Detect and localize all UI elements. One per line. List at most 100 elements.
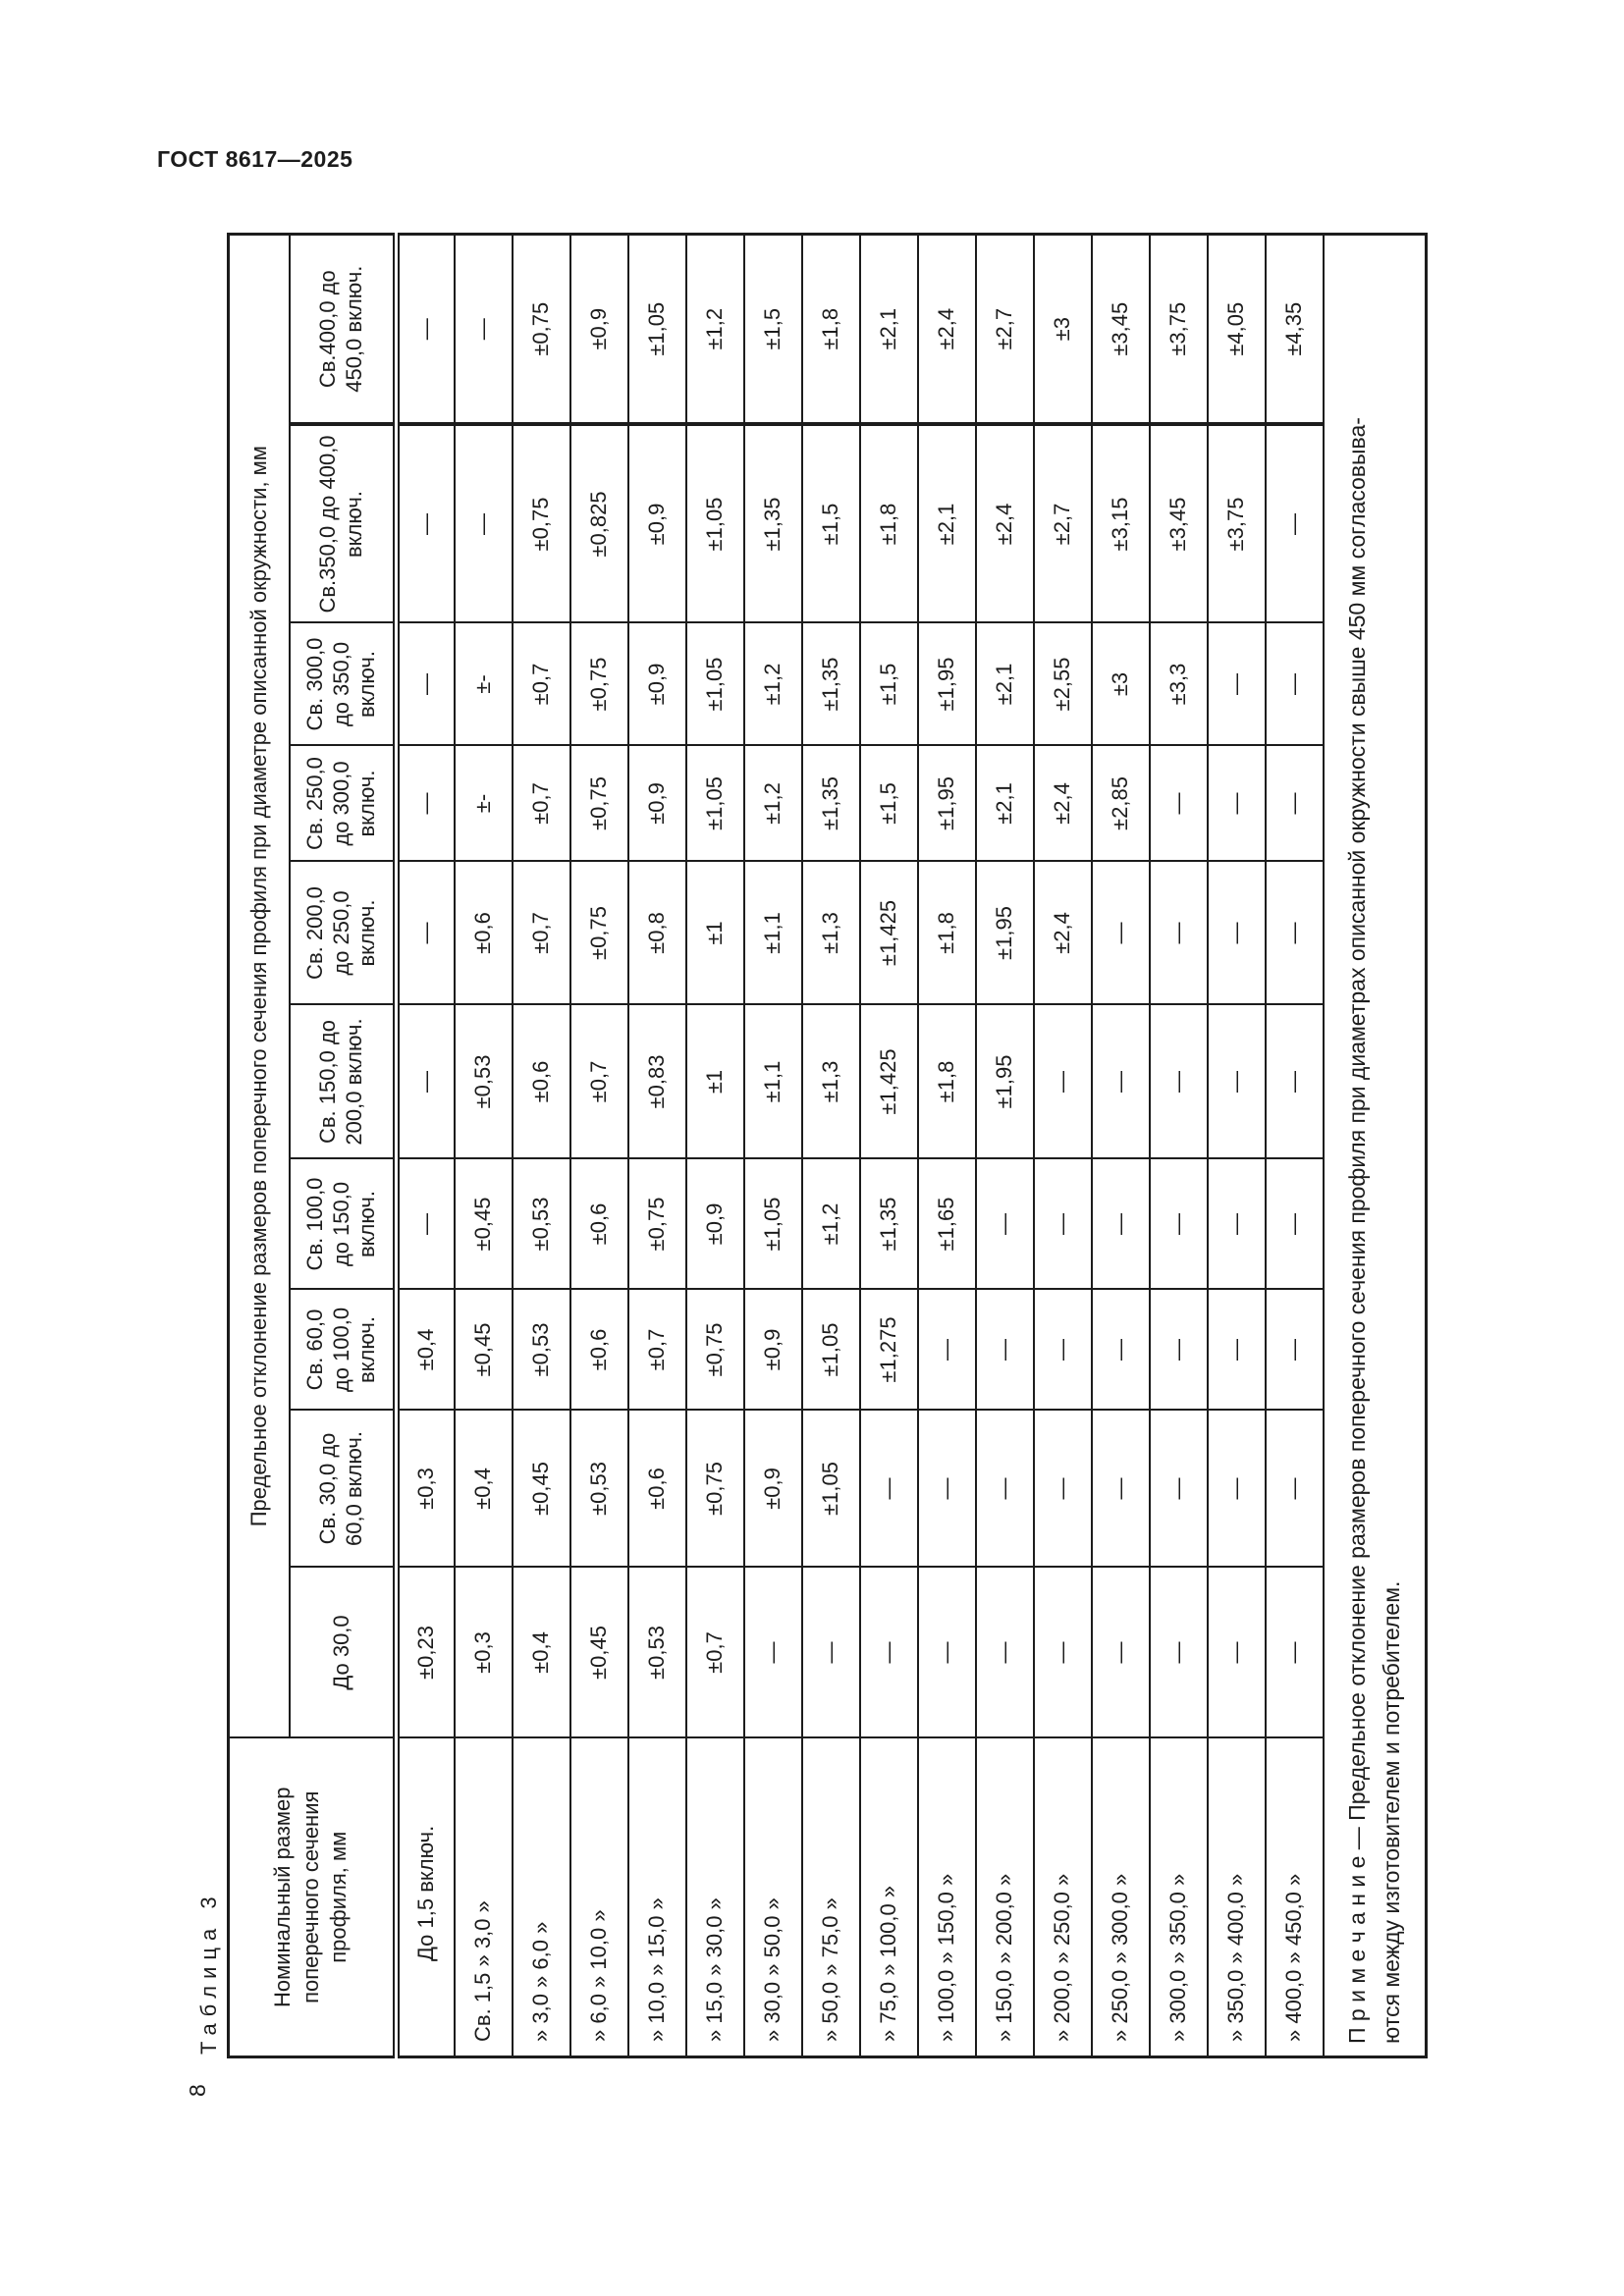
- tolerance-cell: —: [1033, 1004, 1092, 1159]
- tolerance-cell: —: [1091, 1567, 1150, 1738]
- tolerance-cell: —: [1033, 1289, 1092, 1411]
- tolerance-cell: ±0,7: [512, 861, 570, 1005]
- tolerance-cell: ±1,35: [801, 745, 860, 862]
- tolerance-cell: —: [454, 424, 513, 623]
- tolerance-cell: ±0,7: [627, 1289, 686, 1411]
- tolerance-cell: —: [975, 1158, 1034, 1290]
- tolerance-cell: ±1,2: [743, 745, 802, 862]
- tolerance-cell: ±1,65: [917, 1158, 976, 1290]
- table-row: Св. 1,5 » 3,0 » ±0,3 ±0,4 ±0,45 ±0,45 ±0,53 ±0…: [454, 234, 513, 2057]
- tolerance-cell: ±0,6: [454, 861, 513, 1005]
- table-row: » 6,0 » 10,0 » ±0,45 ±0,53 ±0,6 ±0,6 ±0,7 ±0,7…: [569, 234, 628, 2057]
- corner-header-cell: Номинальный размер поперечного сечения п…: [228, 1737, 397, 2057]
- tolerance-cell: ±1,275: [859, 1289, 918, 1411]
- tolerance-cell: —: [1265, 1567, 1324, 1738]
- tolerance-cell: —: [1033, 1410, 1092, 1568]
- row-label: » 200,0 » 250,0 »: [1033, 1737, 1092, 2057]
- tolerance-cell: ±0,8: [627, 861, 686, 1005]
- col-header-30-60: Св. 30,0 до 60,0 включ.: [290, 1410, 397, 1568]
- span-header-cell: Предельное отклонение размеров поперечно…: [228, 234, 290, 1738]
- tolerance-cell: —: [1265, 1004, 1324, 1159]
- tolerance-cell: —: [917, 1567, 976, 1738]
- tolerance-cell: ±1,5: [743, 234, 802, 425]
- tolerance-cell: ±0,45: [512, 1410, 570, 1568]
- tolerance-cell: —: [1033, 1158, 1092, 1290]
- tolerance-cell: ±2,85: [1091, 745, 1150, 862]
- tolerance-cell: ±1,5: [859, 622, 918, 746]
- tolerance-cell: ±0,9: [743, 1289, 802, 1411]
- table-header-row-1: Номинальный размер поперечного сечения п…: [228, 234, 397, 2057]
- tolerance-cell: ±0,6: [512, 1004, 570, 1159]
- tolerance-cell: ±2,4: [1033, 745, 1092, 862]
- tolerance-cell: ±0,45: [454, 1289, 513, 1411]
- tolerance-cell: ±0,75: [569, 745, 628, 862]
- col-header-60-100: Св. 60,0 до 100,0 включ.: [290, 1289, 397, 1411]
- tolerance-cell: —: [396, 861, 455, 1005]
- row-label: » 3,0 » 6,0 »: [512, 1737, 570, 2057]
- rotated-table-area: Таблица 3 Номинальный размер поперечного…: [196, 232, 1428, 2058]
- tolerance-cell: ±1,2: [685, 234, 744, 425]
- standard-number: ГОСТ 8617—2025: [157, 146, 353, 172]
- table-row: » 200,0 » 250,0 » — — — — — ±2,4 ±2,4 ±2,55 ±2,7 ±…: [1033, 234, 1092, 2057]
- tolerance-cell: ±0,75: [685, 1410, 744, 1568]
- tolerance-cell: ±0,6: [569, 1158, 628, 1290]
- tolerance-cell: ±0,3: [396, 1410, 455, 1568]
- tolerance-cell: ±1,425: [859, 861, 918, 1005]
- tolerance-cell: ±1,05: [801, 1289, 860, 1411]
- table-note: П р и м е ч а н и е — Предельное отклоне…: [1323, 234, 1426, 2057]
- tolerance-cell: ±0,4: [454, 1410, 513, 1568]
- tolerance-cell: ±1,95: [917, 622, 976, 746]
- tolerance-cell: —: [1149, 1004, 1208, 1159]
- tolerance-cell: —: [1265, 1410, 1324, 1568]
- tolerance-cell: ±-: [454, 745, 513, 862]
- tolerance-cell: ±0,825: [569, 424, 628, 623]
- table-row: » 30,0 » 50,0 » — ±0,9 ±0,9 ±1,05 ±1,1 ±1,1 ±1,…: [743, 234, 802, 2057]
- tolerance-cell: —: [917, 1410, 976, 1568]
- tolerance-cell: ±1,95: [975, 1004, 1034, 1159]
- tolerance-cell: ±0,53: [569, 1410, 628, 1568]
- row-label: » 100,0 » 150,0 »: [917, 1737, 976, 2057]
- tolerance-cell: ±0,75: [512, 234, 570, 425]
- tolerance-cell: ±2,1: [917, 424, 976, 623]
- tolerance-cell: ±1,05: [801, 1410, 860, 1568]
- tolerance-cell: ±1: [685, 1004, 744, 1159]
- tolerance-cell: ±0,75: [569, 622, 628, 746]
- tolerance-cell: —: [1149, 1410, 1208, 1568]
- tolerance-cell: ±2,1: [859, 234, 918, 425]
- col-header-150-200: Св. 150,0 до 200,0 включ.: [290, 1004, 397, 1159]
- tolerance-cell: —: [859, 1410, 918, 1568]
- tolerance-cell: ±2,4: [917, 234, 976, 425]
- row-label: » 6,0 » 10,0 »: [569, 1737, 628, 2057]
- tolerance-cell: ±2,1: [975, 745, 1034, 862]
- tolerance-cell: —: [975, 1410, 1034, 1568]
- tolerance-cell: ±0,53: [512, 1158, 570, 1290]
- col-header-do-30: До 30,0: [290, 1567, 397, 1738]
- tolerance-cell: ±0,7: [569, 1004, 628, 1159]
- tolerance-cell: ±3,75: [1207, 424, 1266, 623]
- tolerance-cell: ±0,9: [627, 622, 686, 746]
- tolerance-cell: ±1,95: [917, 745, 976, 862]
- tolerance-cell: —: [1091, 861, 1150, 1005]
- tolerance-cell: —: [1207, 861, 1266, 1005]
- tolerance-cell: —: [1149, 1289, 1208, 1411]
- tolerance-cell: ±1,05: [627, 234, 686, 425]
- col-header-200-250: Св. 200,0 до 250,0 включ.: [290, 861, 397, 1005]
- tolerance-cell: ±3,3: [1149, 622, 1208, 746]
- tolerance-cell: —: [1265, 424, 1324, 623]
- tolerance-cell: —: [396, 424, 455, 623]
- tolerance-cell: —: [1265, 622, 1324, 746]
- tolerance-cell: ±0,9: [627, 745, 686, 862]
- tolerance-cell: ±0,23: [396, 1567, 455, 1738]
- tolerance-cell: —: [1207, 622, 1266, 746]
- tolerance-cell: ±3: [1091, 622, 1150, 746]
- tolerance-table: Номинальный размер поперечного сечения п…: [227, 232, 1428, 2058]
- table-row: » 250,0 » 300,0 » — — — — — — ±2,85 ±3 ±3,15 ±3,45: [1091, 234, 1150, 2057]
- tolerance-cell: —: [1265, 1158, 1324, 1290]
- tolerance-cell: —: [1207, 1158, 1266, 1290]
- tolerance-cell: —: [801, 1567, 860, 1738]
- tolerance-cell: —: [859, 1567, 918, 1738]
- col-header-400-450: Св.400,0 до 450,0 включ.: [290, 234, 397, 425]
- tolerance-cell: ±1,8: [859, 424, 918, 623]
- tolerance-cell: ±1,35: [801, 622, 860, 746]
